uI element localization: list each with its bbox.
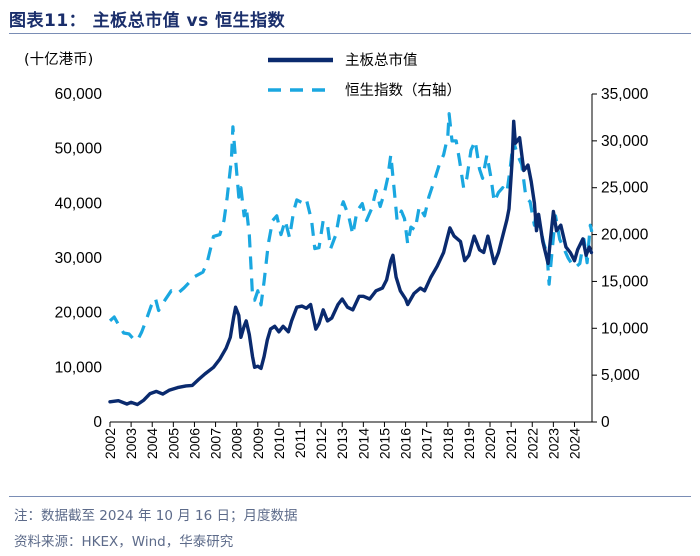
x-tick-label: 2013	[334, 428, 350, 459]
left-axis-unit-label: (十亿港币)	[24, 51, 93, 68]
x-tick-label: 2020	[482, 428, 498, 459]
right-tick-label: 30,000	[601, 133, 649, 150]
x-tick-label: 2011	[292, 428, 308, 458]
x-tick-label: 2017	[419, 428, 435, 459]
left-tick-label: 30,000	[55, 250, 103, 267]
left-tick-label: 60,000	[55, 86, 103, 103]
x-tick-label: 2009	[250, 428, 266, 459]
x-tick-label: 2019	[461, 428, 477, 459]
left-axis: 0 10,000 20,000 30,000 40,000 50,000 60,000	[55, 86, 103, 431]
x-tick-label: 2021	[503, 428, 519, 459]
left-tick-label: 20,000	[55, 305, 103, 322]
chart-area: 0 10,000 20,000 30,000 40,000 50,000 60,000 0 5…	[24, 51, 649, 459]
x-tick-label: 2010	[271, 428, 287, 459]
right-tick-label: 15,000	[601, 273, 649, 290]
x-tick-label: 2002	[102, 428, 118, 459]
x-tick-label: 2003	[123, 428, 139, 459]
right-tick-label: 5,000	[601, 367, 640, 384]
right-tick-label: 20,000	[601, 227, 649, 244]
top-divider	[9, 33, 691, 34]
x-tick-label: 2005	[165, 428, 181, 459]
right-tick-label: 0	[601, 414, 610, 431]
right-tick-label: 10,000	[601, 320, 649, 337]
x-tick-label: 2015	[376, 428, 392, 459]
left-tick-label: 10,000	[55, 359, 103, 376]
x-tick-label: 2006	[186, 428, 202, 459]
footnote: 注：数据截至 2024 年 10 月 16 日；月度数据	[14, 508, 298, 524]
right-tick-label: 25,000	[601, 180, 649, 197]
x-tick-label: 2012	[313, 428, 329, 459]
series-layer	[108, 112, 594, 407]
legend: 主板总市值 恒生指数（右轴）	[268, 51, 461, 99]
x-tick-label: 2014	[355, 428, 371, 459]
x-tick-label: 2024	[566, 428, 582, 459]
source-note: 资料来源：HKEX，Wind，华泰研究	[14, 534, 234, 550]
x-tick-label: 2018	[440, 428, 456, 459]
left-tick-label: 50,000	[55, 141, 103, 158]
legend-label-hsi: 恒生指数（右轴）	[345, 82, 461, 99]
left-tick-label: 40,000	[55, 195, 103, 212]
x-tick-label: 2022	[524, 428, 540, 459]
legend-label-market-cap: 主板总市值	[345, 51, 418, 69]
right-tick-label: 35,000	[601, 86, 649, 103]
left-tick-label: 0	[93, 414, 102, 431]
right-axis: 0 5,000 10,000 15,000 20,000 25,000 30,000 35,0…	[591, 86, 649, 431]
x-tick-label: 2008	[229, 428, 245, 459]
bottom-divider	[9, 496, 691, 497]
x-tick-label: 2023	[545, 428, 561, 459]
series-line-market-cap	[108, 119, 594, 407]
x-tick-label: 2004	[144, 428, 160, 459]
figure-title: 图表11： 主板总市值 vs 恒生指数	[9, 11, 286, 31]
x-tick-label: 2016	[398, 428, 414, 459]
x-tick-label: 2007	[208, 428, 224, 459]
x-axis: 2002 2003 2004 2005 2006 2007 2008 2009 2010 2011…	[102, 421, 592, 459]
